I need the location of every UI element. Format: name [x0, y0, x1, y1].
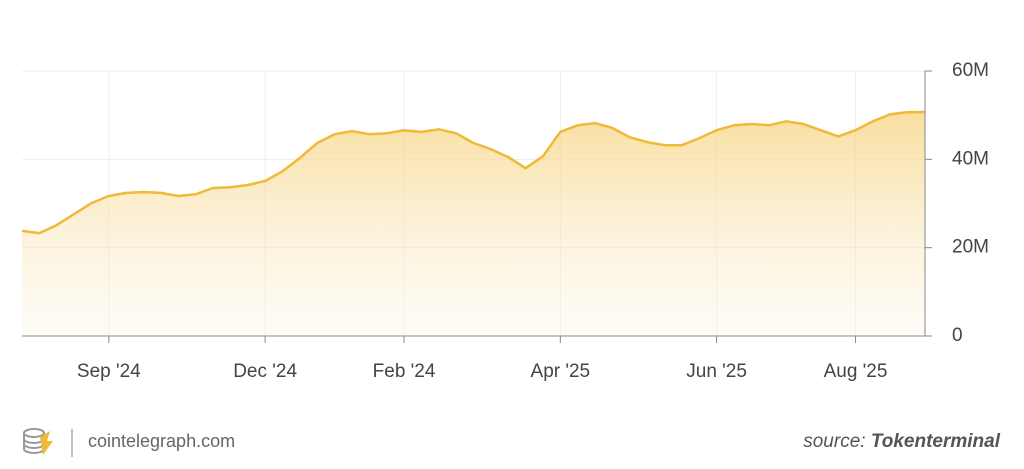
area-line	[21, 110, 925, 235]
y-tick-label: 0	[952, 325, 963, 346]
plot-area: 0 20M 40M 60M Sep '24 Dec '24 Feb '24 Apr '25 Ju…	[21, 60, 989, 382]
x-tick-label: Sep '24	[77, 361, 141, 382]
logo-icon	[23, 428, 73, 457]
y-tick-label: 60M	[952, 60, 989, 81]
x-tick-label: Feb '24	[373, 361, 436, 382]
x-tick-label: Aug '25	[824, 361, 888, 382]
x-tick-label: Dec '24	[233, 361, 297, 382]
source-name: Tokenterminal	[871, 431, 1001, 452]
x-tick-label: Apr '25	[531, 361, 591, 382]
brand: cointelegraph.com	[88, 431, 235, 451]
y-tick-label: 40M	[952, 148, 989, 169]
x-tick-label: Jun '25	[686, 361, 747, 382]
source-prefix: source:	[803, 431, 865, 452]
area-fill	[22, 112, 925, 336]
source: source: Tokenterminal	[803, 431, 1000, 452]
y-tick-label: 20M	[952, 237, 989, 258]
